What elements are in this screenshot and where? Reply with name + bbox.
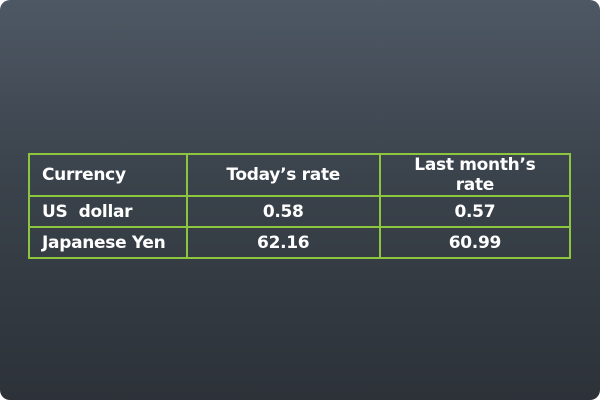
table-row: US dollar 0.58 0.57: [28, 195, 572, 228]
header-last-months-rate: Last month’s rate: [378, 153, 572, 197]
cell-currency: Japanese Yen: [28, 226, 188, 259]
cell-todays-rate: 0.58: [185, 195, 381, 228]
cell-currency: US dollar: [28, 195, 188, 228]
cell-last-months-rate: 60.99: [378, 226, 572, 259]
header-todays-rate: Today’s rate: [185, 153, 381, 197]
table-row: Japanese Yen 62.16 60.99: [28, 226, 572, 259]
exchange-rate-table: Currency Today’s rate Last month’s rate …: [28, 153, 572, 259]
cell-last-months-rate: 0.57: [378, 195, 572, 228]
cell-todays-rate: 62.16: [185, 226, 381, 259]
table-header-row: Currency Today’s rate Last month’s rate: [28, 153, 572, 197]
header-currency: Currency: [28, 153, 188, 197]
